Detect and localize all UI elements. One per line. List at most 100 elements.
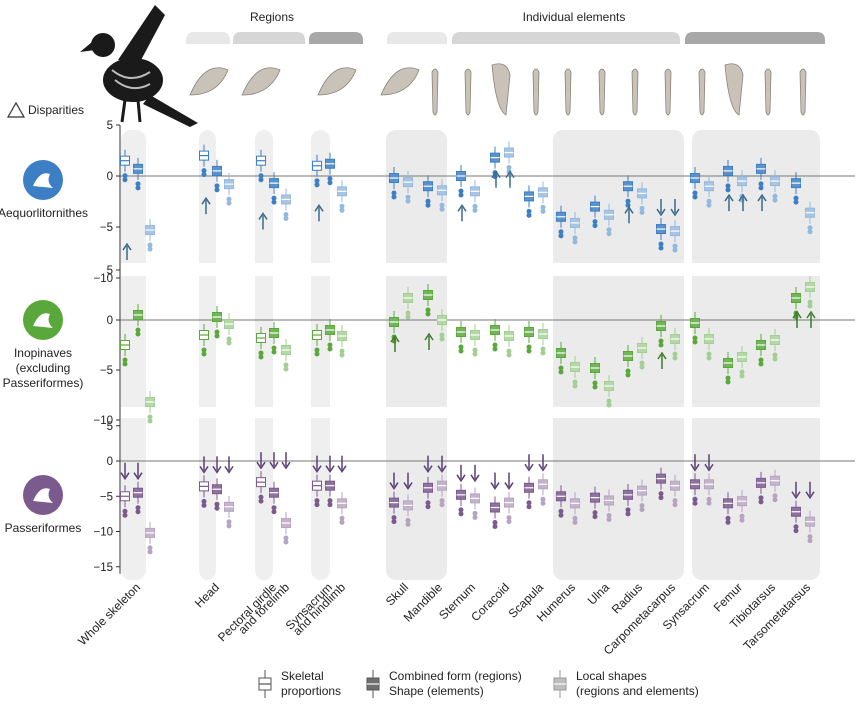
box-form-whole-skeleton [133,157,143,191]
box-form-carpometacarpus [656,467,666,501]
box-form-whole-skeleton [133,304,143,337]
header-tab [452,32,680,44]
disparities-label: Disparities [28,103,84,117]
arrow-down-icon [224,456,234,474]
column-band [553,130,684,580]
panel-title: Aequorlitornithes [0,206,88,220]
box-form-head [212,159,222,193]
box-local-ulna [604,375,614,408]
arrow-up-icon [201,196,211,215]
panel-title: (excluding [16,361,71,375]
box-form-carpometacarpus [656,218,666,251]
bone-icon [464,68,472,116]
arrow-up-icon [314,203,324,222]
arrow-up-icon [657,351,667,369]
header-tab [186,32,230,44]
box-local-mandible [437,474,447,508]
box-form-synsacrum-and-hindlimb [325,152,335,186]
arrow-down-icon [389,472,399,490]
box-proportions-synsacrum-and-hindlimb [312,154,322,188]
box-local-head [224,173,234,206]
box-form-tibiotarsus [756,157,766,191]
column-band [199,130,216,580]
box-form-scapula [524,476,534,510]
bone-icon [698,68,706,116]
box-form-radius [623,175,633,208]
box-local-tarsometatarsus [805,276,815,309]
box-form-coracoid [490,496,500,530]
box-form-sternum [456,321,466,354]
column-band [692,130,820,580]
box-form-skull [389,167,399,200]
arrow-down-icon [337,455,347,474]
box-proportions-whole-skeleton [120,334,130,367]
box-local-synsacrum-and-hindlimb [337,180,347,213]
box-local-sternum [470,487,480,520]
arrow-down-icon [325,455,335,474]
box-local-scapula [538,473,548,506]
bird-icon [33,173,53,188]
box-local-mandible [437,179,447,212]
x-tick-label: Whole skeleton [75,580,143,648]
arrow-down-icon [490,472,500,490]
panel-title: Passeriformes [5,521,82,535]
box-form-whole-skeleton [133,481,143,515]
y-tick-label: 0 [107,456,113,468]
box-form-humerus [556,205,566,239]
panel-passeriformes: 5 0 −5 −10 −15 Passeriformes [5,421,855,574]
legend-item-local: Local shapes(regions and elements) [553,669,699,698]
shaded-column-bands [0,130,857,580]
arrow-up-icon [258,212,268,230]
box-local-head [224,313,234,346]
box-form-coracoid [490,319,500,352]
box-local-radius [637,182,647,215]
box-local-tibiotarsus [770,329,780,362]
box-local-femur [737,490,747,523]
bone-icon [664,68,672,116]
box-local-whole-skeleton [145,219,155,252]
bone-icon [564,68,572,116]
box-form-femur [723,492,733,525]
bone-icon [491,63,511,116]
bone-icon [380,67,420,96]
box-proportions-synsacrum-and-hindlimb [312,324,322,357]
arrow-up-icon [505,170,515,188]
box-local-synsacrum [704,175,714,208]
panel-title: Inopinaves [14,346,72,360]
box-form-synsacrum [690,167,700,200]
arrow-down-icon [704,454,714,472]
box-proportions-whole-skeleton [120,149,130,183]
column-band [311,130,330,580]
y-tick-label: 0 [107,315,113,327]
bone-icon [317,67,357,96]
box-form-skull [389,491,399,525]
box-local-tarsometatarsus [805,201,815,235]
bird-skeleton-illustration [80,5,198,127]
y-tick-label: −5 [100,365,113,377]
box-form-scapula [524,321,534,354]
box-local-humerus [570,356,580,389]
bone-illustrations [189,63,807,116]
box-form-ulna [590,195,600,229]
box-form-sternum [456,483,466,517]
arrow-down-icon [538,454,548,472]
box-local-humerus [570,211,580,245]
box-local-pectoral-girdle-and-forelimb [281,188,291,221]
box-local-coracoid [504,325,514,358]
box-local-head [224,495,234,529]
panel-title: Passeriformes) [3,376,84,390]
box-form-sternum [456,165,466,198]
arrow-down-icon [423,455,433,474]
box-form-pectoral-girdle-and-forelimb [269,481,279,515]
legend-label: Combined form (regions) [389,669,522,683]
triangle-icon [6,101,26,118]
panel-inopinaves-excluding-passeriformes-: 5 0 −5 −10 Inopinaves(excludingPasseriformes… [3,265,855,440]
box-local-sternum [470,324,480,357]
box-proportions-synsacrum-and-hindlimb [312,474,322,508]
arrow-down-icon [690,454,700,472]
column-band [255,130,273,580]
y-tick-label: 5 [107,421,113,433]
arrow-up-icon [738,193,748,212]
bone-icon [799,68,807,116]
